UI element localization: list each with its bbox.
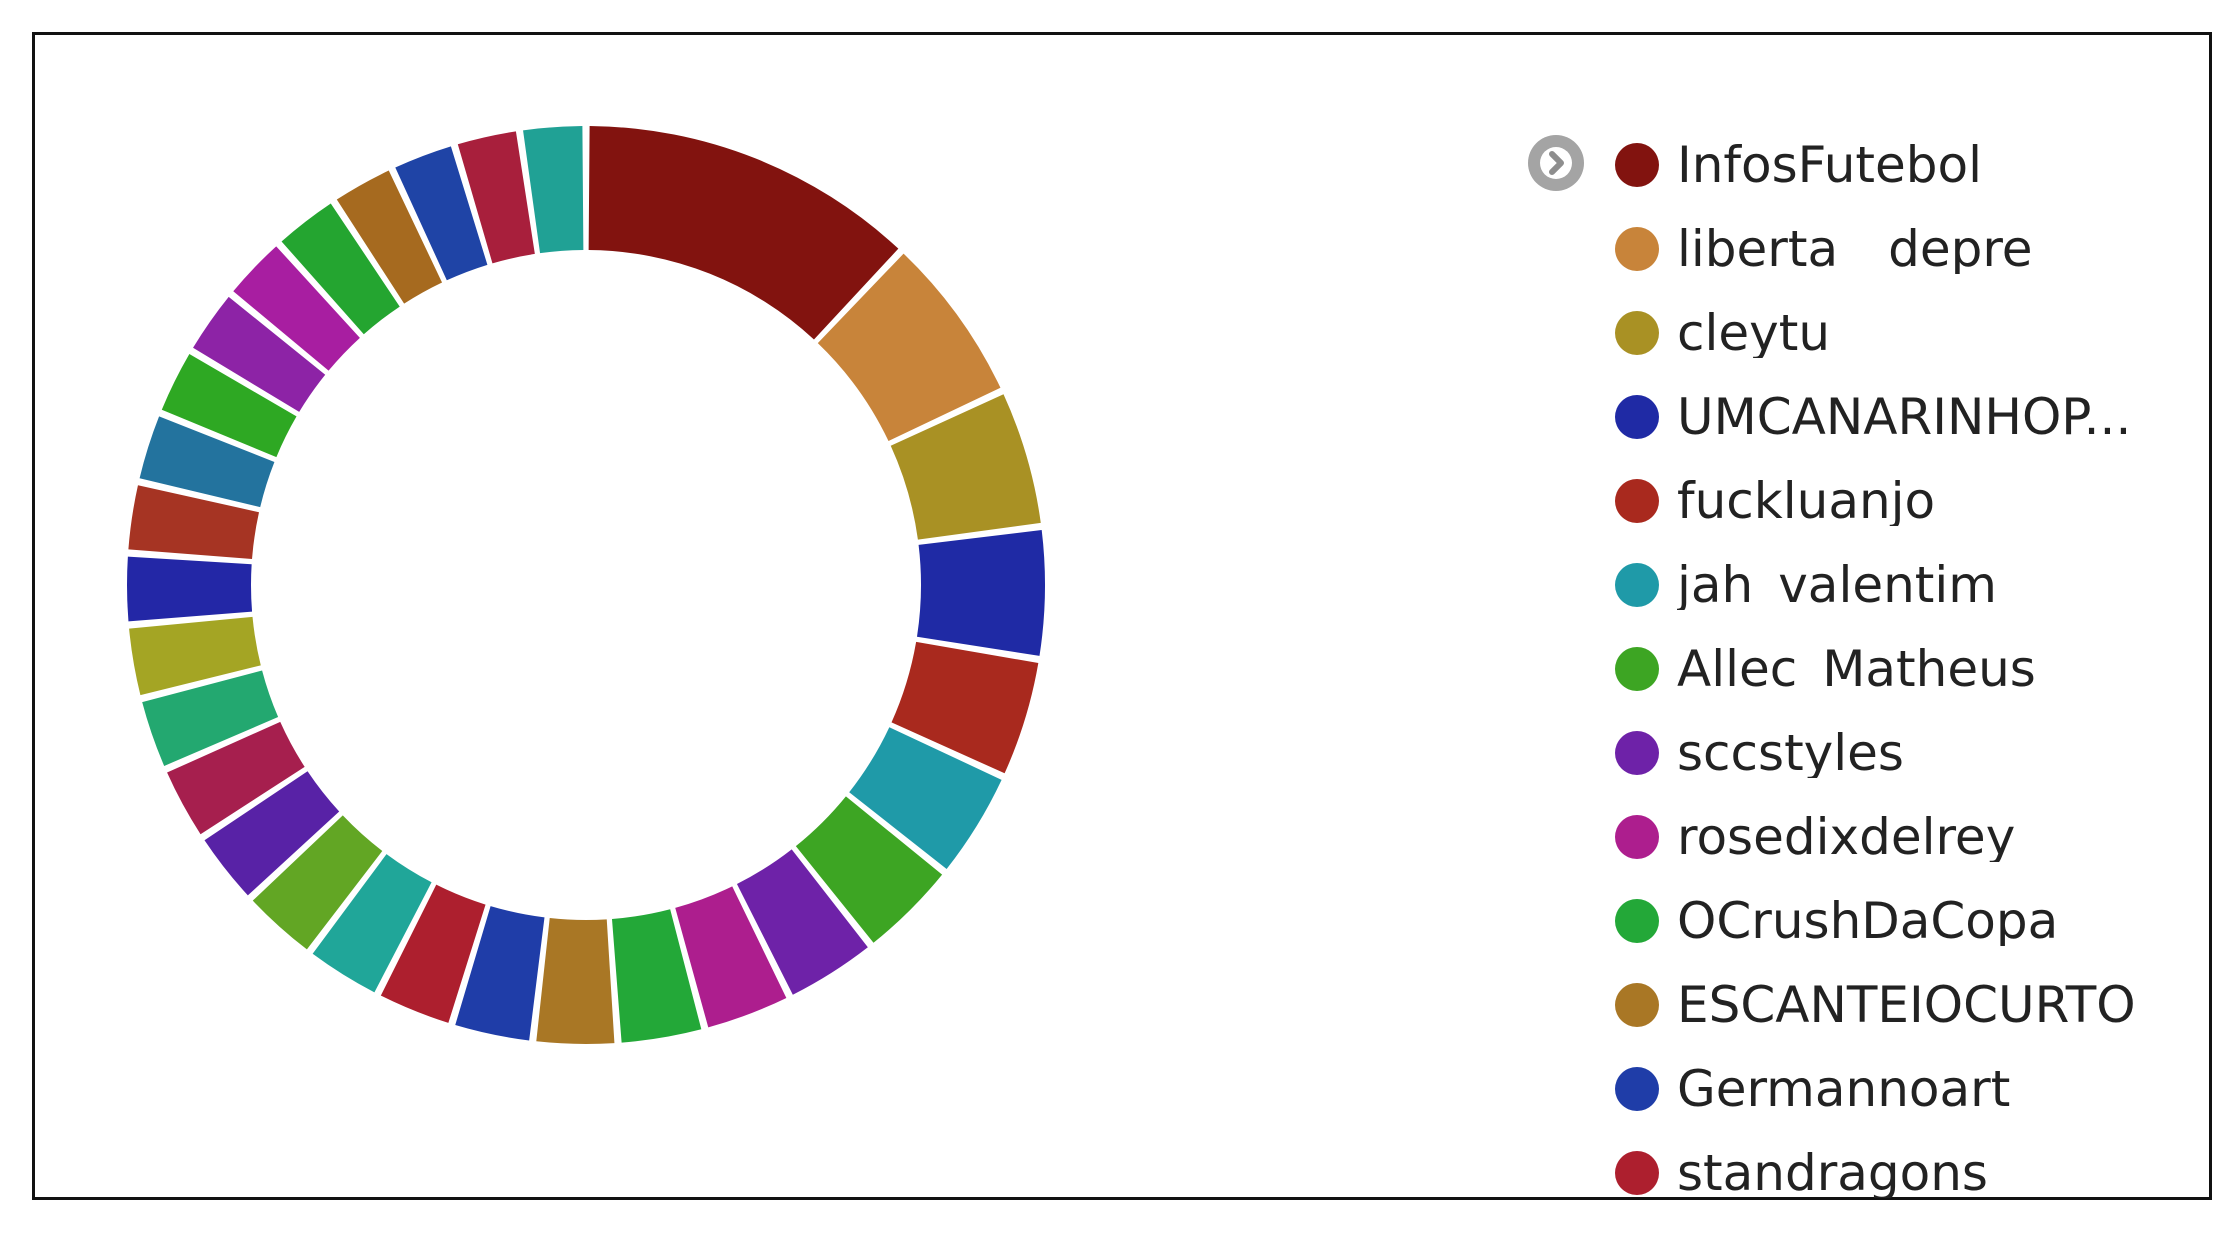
donut-slice-23[interactable] — [193, 296, 326, 412]
legend-swatch — [1615, 479, 1659, 523]
legend-item[interactable]: OCrushDaCopa — [1615, 879, 2136, 963]
legend-item[interactable]: jah_valentim — [1615, 543, 2136, 627]
donut-slice-10[interactable] — [536, 918, 615, 1044]
legend-label: rosedixdelrey — [1677, 812, 2016, 862]
legend-swatch — [1615, 1067, 1659, 1111]
legend-item[interactable]: InfosFutebol — [1615, 123, 2136, 207]
donut-slice-18[interactable] — [129, 616, 261, 696]
legend-label: Germannoart — [1677, 1064, 2011, 1114]
legend-swatch — [1615, 395, 1659, 439]
legend-label: liberta__depre — [1677, 224, 2033, 274]
legend-swatch — [1615, 731, 1659, 775]
legend-item[interactable]: rosedixdelrey — [1615, 795, 2136, 879]
donut-slice-26[interactable] — [336, 170, 443, 304]
donut-slice-12[interactable] — [380, 884, 486, 1023]
donut-slice-0[interactable] — [588, 126, 899, 340]
legend-item[interactable]: liberta__depre — [1615, 207, 2136, 291]
legend-item[interactable]: Allec_Matheus — [1615, 627, 2136, 711]
donut-slice-25[interactable] — [281, 203, 400, 335]
legend-swatch — [1615, 983, 1659, 1027]
donut-slice-4[interactable] — [891, 641, 1039, 774]
legend-swatch — [1615, 227, 1659, 271]
legend-item[interactable]: UMCANARINHOP... — [1615, 375, 2136, 459]
donut-slice-8[interactable] — [675, 886, 787, 1028]
donut-slice-7[interactable] — [736, 849, 868, 995]
legend-swatch — [1615, 563, 1659, 607]
legend-toggle-button[interactable] — [1528, 135, 1584, 191]
legend-swatch — [1615, 1151, 1659, 1195]
donut-slice-14[interactable] — [252, 815, 383, 950]
legend-label: Allec_Matheus — [1677, 644, 2036, 694]
donut-slice-1[interactable] — [817, 253, 1001, 442]
chevron-right-circle-icon — [1540, 147, 1572, 179]
donut-slice-6[interactable] — [795, 796, 943, 943]
donut-chart — [126, 126, 1045, 1044]
legend-label: OCrushDaCopa — [1677, 896, 2059, 946]
legend-label: standragons — [1677, 1148, 1988, 1198]
legend-swatch — [1615, 143, 1659, 187]
donut-slice-2[interactable] — [890, 394, 1041, 540]
donut-slice-29[interactable] — [523, 126, 584, 254]
legend-item[interactable]: fuckluanjo — [1615, 459, 2136, 543]
donut-slice-5[interactable] — [849, 727, 1002, 869]
donut-slice-28[interactable] — [457, 131, 535, 264]
legend-label: cleytu — [1677, 308, 1831, 358]
legend-swatch — [1615, 815, 1659, 859]
donut-slice-3[interactable] — [916, 529, 1045, 656]
legend-item[interactable]: ESCANTEIOCURTO — [1615, 963, 2136, 1047]
legend-label: sccstyles — [1677, 728, 1904, 778]
donut-slice-15[interactable] — [204, 771, 340, 896]
legend-item[interactable]: cleytu — [1615, 291, 2136, 375]
legend-swatch — [1615, 311, 1659, 355]
donut-slice-13[interactable] — [312, 854, 432, 993]
legend-label: InfosFutebol — [1677, 140, 1982, 190]
donut-slice-21[interactable] — [139, 416, 275, 508]
legend-item[interactable]: standragons — [1615, 1131, 2136, 1215]
donut-slice-17[interactable] — [142, 670, 279, 766]
donut-slice-19[interactable] — [126, 556, 253, 622]
legend-item[interactable]: Germannoart — [1615, 1047, 2136, 1131]
donut-slice-22[interactable] — [161, 353, 297, 458]
donut-slice-11[interactable] — [455, 906, 545, 1041]
donut-slice-16[interactable] — [167, 721, 305, 835]
legend-swatch — [1615, 899, 1659, 943]
legend-label: UMCANARINHOP... — [1677, 392, 2132, 442]
donut-slice-27[interactable] — [395, 146, 488, 281]
legend-label: ESCANTEIOCURTO — [1677, 980, 2136, 1030]
legend-label: fuckluanjo — [1677, 476, 1936, 526]
donut-slice-20[interactable] — [128, 485, 260, 560]
legend-item[interactable]: sccstyles — [1615, 711, 2136, 795]
legend-label: jah_valentim — [1677, 560, 1997, 610]
donut-slice-9[interactable] — [611, 909, 702, 1043]
donut-slice-24[interactable] — [233, 246, 360, 371]
legend-swatch — [1615, 647, 1659, 691]
